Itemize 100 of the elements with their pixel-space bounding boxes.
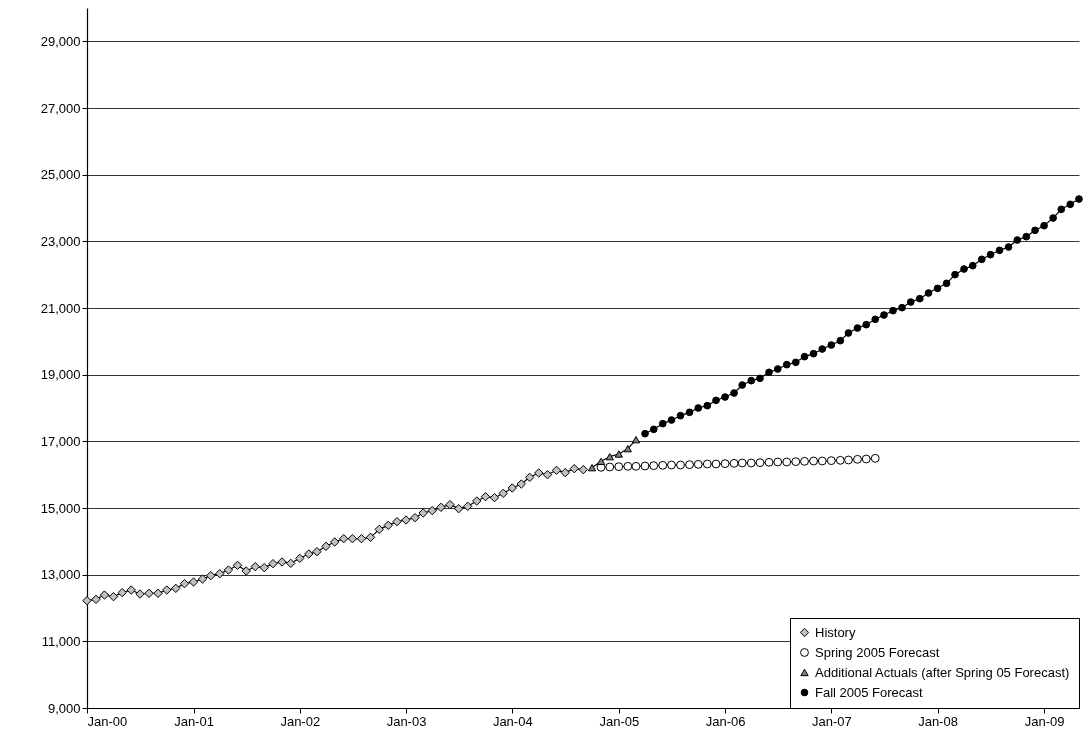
point bbox=[800, 456, 809, 466]
point bbox=[791, 358, 800, 367]
point bbox=[605, 453, 614, 461]
point bbox=[241, 566, 251, 576]
point bbox=[91, 594, 101, 605]
point bbox=[454, 503, 464, 514]
point bbox=[1022, 232, 1031, 241]
point bbox=[436, 502, 446, 513]
point bbox=[542, 469, 553, 480]
legend-label: Spring 2005 Forecast bbox=[815, 644, 940, 660]
point bbox=[817, 456, 827, 466]
point bbox=[232, 560, 243, 571]
point bbox=[295, 553, 305, 564]
y-tick-label: 9,000 bbox=[47, 700, 81, 716]
point bbox=[1004, 243, 1013, 251]
point bbox=[108, 591, 119, 602]
point bbox=[250, 561, 260, 572]
point bbox=[321, 541, 331, 552]
point bbox=[960, 265, 968, 273]
x-tick-label: Jan-04 bbox=[492, 713, 533, 729]
point bbox=[702, 459, 712, 469]
point bbox=[356, 533, 367, 544]
point bbox=[392, 516, 402, 527]
point bbox=[827, 341, 836, 349]
point bbox=[640, 461, 650, 471]
point bbox=[410, 512, 420, 523]
y-tick-label: 11,000 bbox=[41, 633, 81, 649]
point bbox=[658, 419, 667, 428]
point bbox=[596, 457, 606, 465]
point bbox=[667, 460, 676, 470]
point bbox=[1066, 200, 1075, 209]
point bbox=[861, 454, 871, 464]
point bbox=[206, 570, 216, 581]
point bbox=[800, 352, 809, 361]
point bbox=[898, 303, 906, 312]
point bbox=[286, 558, 296, 569]
point bbox=[463, 501, 473, 512]
point bbox=[472, 496, 482, 506]
point bbox=[383, 520, 393, 531]
point bbox=[826, 456, 836, 466]
point bbox=[1040, 221, 1048, 230]
point bbox=[587, 464, 597, 472]
x-tick-label: Jan-01 bbox=[174, 713, 214, 729]
point bbox=[1013, 236, 1022, 244]
point bbox=[153, 588, 163, 599]
point bbox=[569, 463, 579, 474]
x-tick-label: Jan-03 bbox=[386, 713, 427, 729]
point bbox=[623, 445, 632, 453]
point bbox=[623, 461, 633, 471]
point bbox=[737, 458, 747, 468]
point bbox=[995, 246, 1004, 255]
point bbox=[968, 261, 977, 270]
point bbox=[693, 459, 703, 469]
point bbox=[489, 492, 500, 503]
point bbox=[631, 461, 641, 471]
point bbox=[720, 459, 730, 469]
y-tick-label: 13,000 bbox=[40, 567, 81, 583]
point bbox=[312, 546, 322, 557]
point bbox=[746, 458, 756, 468]
point bbox=[268, 558, 278, 569]
point bbox=[703, 401, 712, 410]
point bbox=[277, 557, 287, 567]
y-tick-label: 19,000 bbox=[40, 367, 81, 383]
point bbox=[427, 505, 437, 516]
y-tick-label: 17,000 bbox=[40, 433, 81, 449]
point bbox=[223, 565, 234, 575]
point bbox=[649, 425, 658, 434]
point bbox=[738, 381, 747, 389]
point bbox=[188, 577, 199, 587]
point bbox=[870, 453, 880, 463]
point bbox=[862, 320, 871, 329]
point bbox=[171, 583, 181, 594]
point bbox=[197, 574, 208, 584]
y-tick-label: 27,000 bbox=[40, 100, 81, 116]
point bbox=[676, 411, 685, 420]
point bbox=[144, 588, 154, 599]
y-tick-label: 15,000 bbox=[40, 500, 81, 516]
point bbox=[631, 436, 641, 444]
point bbox=[1057, 205, 1066, 214]
point bbox=[836, 336, 845, 345]
legend-label: Fall 2005 Forecast bbox=[815, 684, 924, 700]
point bbox=[942, 279, 951, 288]
x-tick-label: Jan-06 bbox=[705, 713, 746, 729]
point bbox=[764, 457, 774, 467]
point bbox=[365, 532, 376, 543]
point bbox=[667, 416, 676, 424]
point bbox=[818, 345, 827, 353]
legend-label: History bbox=[815, 624, 856, 640]
point bbox=[951, 270, 959, 279]
point bbox=[215, 568, 225, 579]
point bbox=[844, 329, 853, 337]
point bbox=[782, 360, 791, 369]
x-tick-label: Jan-07 bbox=[811, 713, 852, 729]
point bbox=[330, 537, 340, 547]
y-tick-label: 21,000 bbox=[40, 300, 81, 316]
point bbox=[135, 589, 145, 599]
point bbox=[685, 460, 694, 470]
point bbox=[729, 458, 739, 468]
point bbox=[1031, 226, 1039, 235]
point bbox=[374, 524, 384, 535]
